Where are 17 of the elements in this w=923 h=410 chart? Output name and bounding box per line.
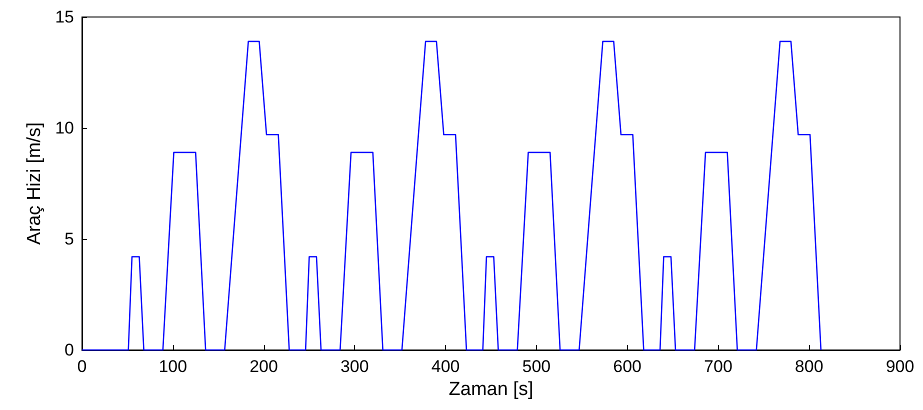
x-tick-label: 900	[886, 357, 914, 376]
y-tick-label: 5	[64, 230, 74, 248]
x-tick-label: 600	[613, 357, 642, 376]
x-axis-title: Zaman [s]	[448, 378, 534, 400]
y-tick-label: 10	[55, 118, 74, 138]
y-axis-title: Araç Hizi [m/s]	[24, 122, 46, 245]
x-tick-label: 500	[522, 357, 551, 376]
x-tick-label: 400	[431, 357, 460, 376]
x-tick-label: 200	[250, 357, 278, 376]
x-tick-label: 800	[794, 357, 824, 376]
y-tick-label: 0	[64, 340, 74, 360]
x-tick-label: 100	[158, 357, 188, 376]
y-tick-label: 15	[55, 8, 74, 26]
x-tick-label: 0	[77, 357, 87, 376]
x-tick-label: 700	[704, 357, 732, 376]
x-tick-label: 300	[340, 357, 369, 376]
line-series	[81, 40, 822, 351]
